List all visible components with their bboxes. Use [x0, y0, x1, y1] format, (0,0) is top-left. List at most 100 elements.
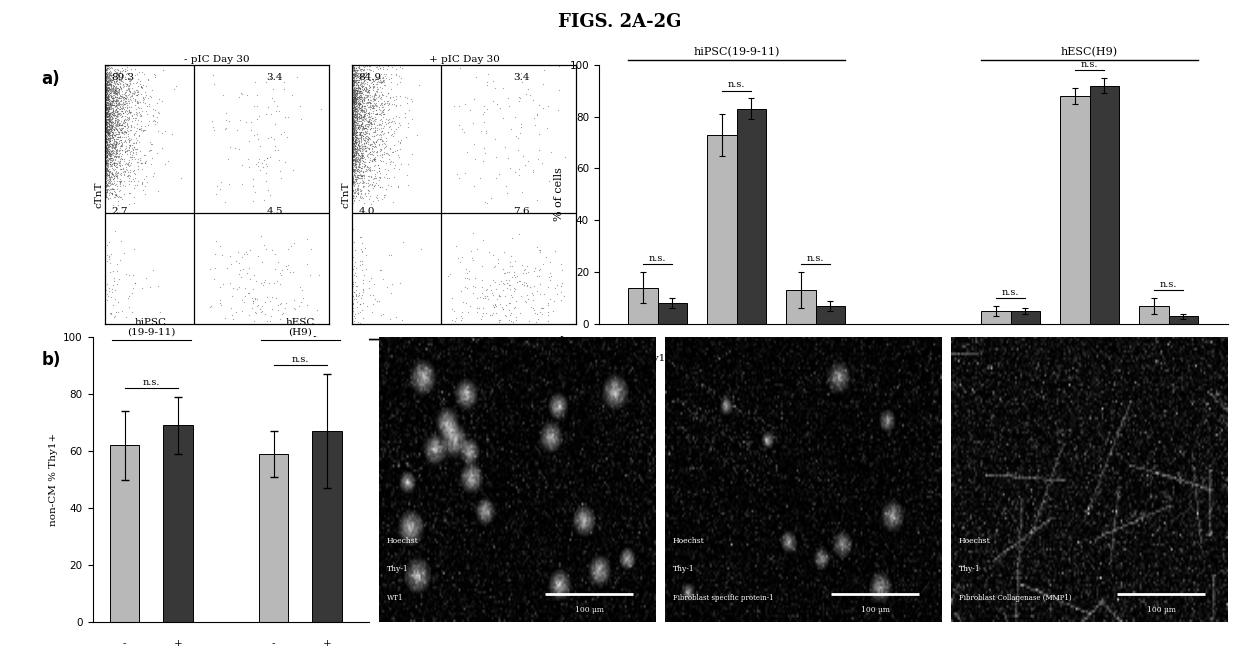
Point: [353, 123, 373, 133]
Point: [117, 102, 136, 113]
Point: [135, 189, 155, 200]
Point: [95, 86, 115, 96]
Point: [130, 155, 150, 165]
Point: [356, 74, 376, 84]
Point: [215, 197, 234, 207]
Point: [126, 108, 146, 118]
Point: [98, 107, 118, 117]
Point: [368, 96, 388, 106]
Point: [352, 170, 372, 181]
Point: [95, 136, 115, 146]
Point: [370, 155, 389, 165]
Point: [97, 88, 117, 98]
Point: [99, 109, 119, 119]
Point: [94, 125, 114, 135]
Point: [254, 155, 274, 165]
Point: [95, 170, 115, 180]
Point: [345, 193, 365, 203]
Point: [345, 82, 365, 92]
Point: [353, 115, 373, 125]
Point: [97, 118, 117, 128]
Point: [342, 130, 362, 140]
Point: [343, 100, 363, 110]
Point: [229, 258, 249, 268]
Point: [361, 115, 381, 125]
Point: [248, 301, 268, 312]
Point: [95, 137, 115, 147]
Point: [346, 168, 366, 178]
Point: [548, 104, 568, 115]
Point: [102, 172, 122, 183]
Point: [98, 165, 118, 175]
Point: [112, 103, 131, 113]
Point: [99, 76, 119, 87]
Point: [368, 140, 388, 150]
Point: [110, 83, 130, 93]
Point: [102, 113, 122, 124]
Point: [94, 168, 114, 178]
Point: [356, 83, 376, 93]
Point: [133, 126, 153, 136]
Point: [347, 89, 367, 99]
Point: [95, 111, 115, 121]
Point: [350, 154, 370, 165]
Point: [102, 170, 122, 181]
Point: [342, 118, 362, 128]
Point: [94, 146, 114, 156]
Point: [119, 107, 139, 117]
Point: [382, 123, 402, 133]
Point: [357, 61, 377, 71]
Point: [356, 178, 376, 188]
Point: [347, 101, 367, 111]
Point: [140, 145, 160, 155]
Point: [110, 176, 130, 186]
Point: [98, 129, 118, 139]
Point: [372, 152, 392, 162]
Point: [112, 111, 131, 121]
Point: [94, 187, 114, 198]
Point: [351, 120, 371, 130]
Point: [345, 115, 365, 125]
Point: [126, 149, 146, 159]
Point: [371, 99, 391, 110]
Point: [350, 98, 370, 108]
Text: Thy1: Thy1: [450, 350, 479, 359]
Point: [342, 183, 362, 194]
Point: [342, 95, 362, 105]
Point: [97, 143, 117, 154]
Point: [347, 114, 367, 124]
Point: [345, 171, 365, 181]
Point: [103, 109, 123, 119]
Point: [110, 89, 130, 100]
Point: [100, 150, 120, 160]
Point: [367, 86, 387, 96]
Point: [342, 154, 362, 164]
Point: [95, 68, 115, 78]
Point: [342, 65, 362, 75]
Point: [346, 284, 366, 295]
Point: [358, 133, 378, 143]
Point: [95, 76, 115, 87]
Point: [136, 89, 156, 100]
Point: [365, 156, 384, 167]
Point: [94, 69, 114, 80]
Point: [347, 122, 367, 133]
Point: [108, 100, 128, 110]
Point: [95, 155, 115, 165]
Point: [345, 96, 365, 106]
Point: [97, 93, 117, 103]
Point: [98, 159, 118, 169]
Point: [345, 106, 365, 116]
Point: [360, 98, 379, 108]
Point: [342, 122, 362, 132]
Point: [351, 64, 371, 75]
Point: [103, 143, 123, 153]
Point: [100, 136, 120, 146]
Point: [353, 141, 373, 152]
Point: [356, 163, 376, 174]
Point: [97, 146, 117, 156]
Point: [98, 144, 118, 154]
Point: [345, 69, 365, 79]
Point: [366, 142, 386, 152]
Point: [512, 279, 532, 289]
